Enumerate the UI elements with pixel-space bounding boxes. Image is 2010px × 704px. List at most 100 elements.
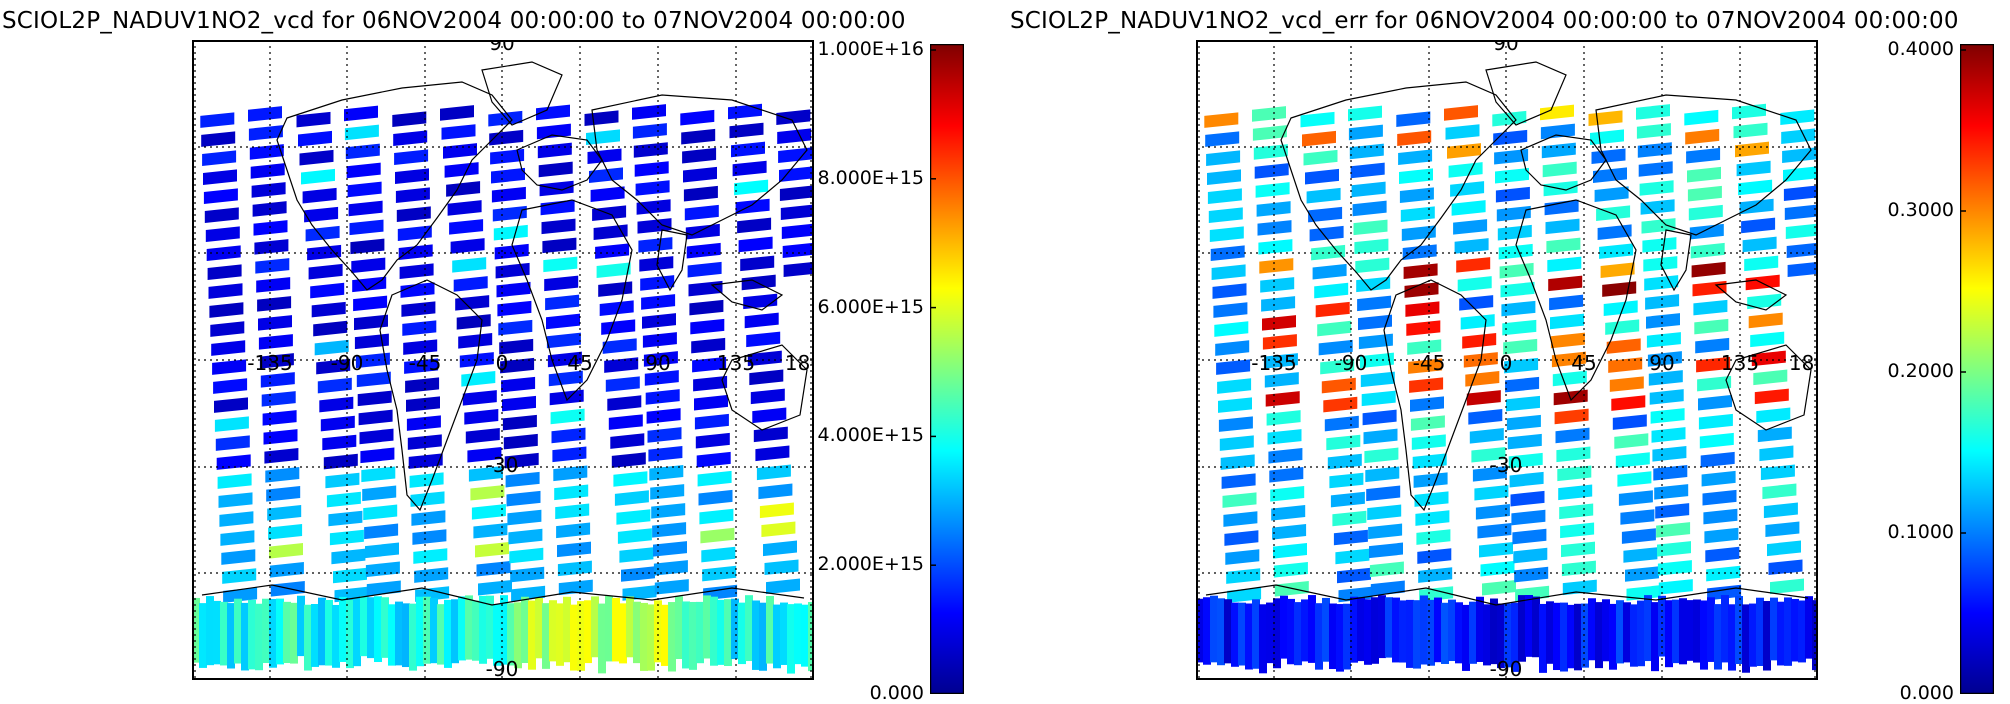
colorbar-step	[1960, 571, 1994, 573]
colorbar-frame	[929, 43, 965, 695]
colorbar-step	[1960, 150, 1994, 152]
retrieval-pixel	[1605, 319, 1640, 335]
colorbar-step	[930, 139, 964, 141]
colorbar-step	[1960, 370, 1994, 372]
colorbar-step	[1960, 181, 1994, 183]
colorbar-step	[930, 585, 964, 587]
colorbar-step	[930, 625, 964, 627]
colorbar-step	[1960, 647, 1994, 649]
colorbar-step	[930, 262, 964, 264]
colorbar-step	[930, 145, 964, 147]
colorbar-step	[1960, 151, 1994, 153]
colorbar-step	[1960, 272, 1994, 274]
retrieval-pixel	[217, 473, 252, 489]
retrieval-pixel	[756, 464, 791, 481]
retrieval-pixel	[1645, 294, 1680, 310]
colorbar-step	[1960, 463, 1994, 465]
colorbar-step	[1960, 168, 1994, 170]
colorbar-step	[930, 449, 964, 451]
colorbar-step	[1960, 248, 1994, 250]
colorbar-step	[1960, 292, 1994, 294]
colorbar-step	[1960, 82, 1994, 84]
polar-band-pixel	[1294, 602, 1302, 666]
colorbar-step	[1960, 145, 1994, 147]
colorbar-step	[1960, 552, 1994, 554]
colorbar-step	[930, 91, 964, 93]
colorbar-step	[1960, 572, 1994, 574]
colorbar-step	[1960, 566, 1994, 568]
colorbar-step	[1960, 399, 1994, 401]
retrieval-pixel	[1621, 528, 1656, 544]
colorbar-step	[930, 650, 964, 652]
polar-band-pixel	[549, 600, 557, 662]
colorbar-step	[1960, 144, 1994, 146]
colorbar-step	[930, 183, 964, 185]
colorbar-step	[930, 246, 964, 248]
colorbar-step	[1960, 237, 1994, 239]
longitude-label: 45	[1571, 351, 1596, 375]
polar-band-pixel	[661, 604, 669, 666]
retrieval-pixel	[1204, 112, 1239, 128]
retrieval-pixel	[1321, 377, 1356, 394]
polar-band-pixel	[1714, 604, 1722, 670]
colorbar-step	[1960, 668, 1994, 670]
colorbar-step	[930, 336, 964, 338]
colorbar-step	[1960, 645, 1994, 647]
polar-band-pixel	[325, 599, 333, 666]
colorbar-step	[930, 297, 964, 299]
colorbar-step	[930, 683, 964, 685]
colorbar-step	[930, 478, 964, 480]
colorbar-step	[930, 176, 964, 178]
colorbar-step	[1960, 616, 1994, 618]
colorbar-step	[930, 343, 964, 345]
colorbar-step	[1960, 670, 1994, 672]
polar-band-pixel	[234, 598, 242, 664]
colorbar-step	[1960, 275, 1994, 277]
colorbar-step	[1960, 470, 1994, 472]
colorbar-step	[1960, 652, 1994, 654]
retrieval-pixel	[1656, 522, 1691, 538]
colorbar-step	[1960, 142, 1994, 144]
colorbar-step	[930, 192, 964, 194]
colorbar-step	[1960, 384, 1994, 386]
colorbar-step	[930, 53, 964, 55]
retrieval-pixel	[1317, 320, 1352, 337]
colorbar-step	[930, 473, 964, 475]
retrieval-pixel	[267, 505, 302, 521]
retrieval-pixel	[402, 320, 437, 336]
colorbar-step	[930, 280, 964, 282]
colorbar-step	[930, 465, 964, 467]
colorbar-step	[930, 538, 964, 540]
retrieval-pixel	[1269, 467, 1304, 483]
colorbar-step	[930, 487, 964, 489]
retrieval-pixel	[1479, 541, 1513, 558]
colorbar-step	[1960, 427, 1994, 429]
colorbar-step	[1960, 46, 1994, 48]
polar-band-pixel	[696, 601, 704, 664]
retrieval-pixel	[1259, 258, 1294, 274]
retrieval-pixel	[647, 427, 682, 443]
retrieval-pixel	[1471, 446, 1506, 463]
colorbar-step	[1960, 268, 1994, 270]
colorbar-step	[1960, 496, 1994, 498]
colorbar-step	[930, 429, 964, 431]
retrieval-pixel	[331, 548, 366, 565]
colorbar-step	[1960, 570, 1994, 572]
retrieval-pixel	[444, 162, 479, 178]
colorbar-step	[930, 80, 964, 82]
colorbar-step	[930, 240, 964, 242]
colorbar-step	[1960, 206, 1994, 208]
retrieval-pixel	[264, 448, 299, 464]
polar-band-pixel	[1462, 604, 1470, 671]
colorbar-step	[1960, 293, 1994, 295]
colorbar-step	[930, 113, 964, 115]
polar-band-pixel	[752, 600, 760, 670]
retrieval-pixel	[1405, 301, 1440, 317]
retrieval-pixel	[1762, 483, 1797, 500]
colorbar-step	[1960, 374, 1994, 376]
colorbar-step	[1960, 185, 1994, 187]
colorbar-step	[930, 575, 964, 577]
retrieval-pixel	[697, 470, 732, 487]
colorbar-step	[1960, 341, 1994, 343]
colorbar-step	[1960, 380, 1994, 382]
